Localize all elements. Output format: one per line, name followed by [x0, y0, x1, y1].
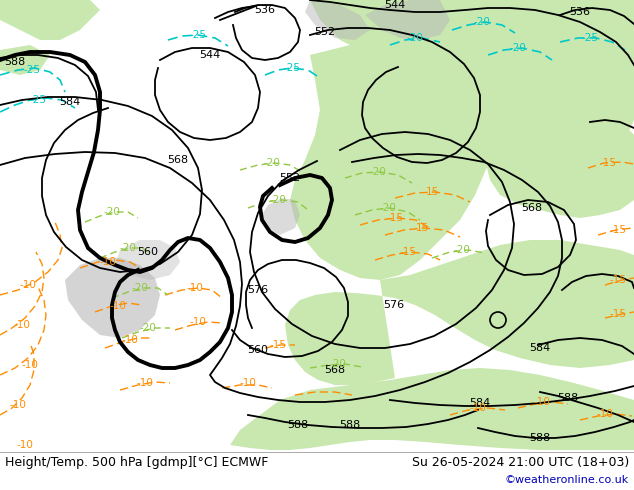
Text: -20: -20: [139, 323, 157, 333]
Text: -10: -10: [136, 378, 153, 388]
Text: -10: -10: [16, 440, 34, 450]
Polygon shape: [290, 45, 490, 280]
Text: 560: 560: [138, 247, 158, 257]
Text: -10: -10: [10, 400, 27, 410]
Polygon shape: [430, 0, 520, 50]
Text: -10: -10: [100, 257, 117, 267]
Text: -25: -25: [581, 33, 598, 43]
Text: 588: 588: [529, 433, 550, 443]
Text: -15: -15: [387, 213, 403, 223]
Text: 544: 544: [199, 50, 221, 60]
Text: -20: -20: [103, 207, 120, 217]
Text: -15: -15: [609, 309, 626, 319]
Text: -20: -20: [269, 195, 287, 205]
Text: -20: -20: [264, 158, 280, 168]
Text: 568: 568: [521, 203, 543, 213]
Text: -10: -10: [13, 320, 30, 330]
Text: 588: 588: [557, 393, 579, 403]
Text: 536: 536: [254, 5, 276, 15]
Text: -25: -25: [283, 63, 301, 73]
Polygon shape: [65, 258, 160, 338]
Text: 576: 576: [247, 285, 269, 295]
Text: -20: -20: [406, 33, 424, 43]
Text: -10: -10: [240, 378, 256, 388]
Text: -20: -20: [120, 243, 136, 253]
Text: Height/Temp. 500 hPa [gdmp][°C] ECMWF: Height/Temp. 500 hPa [gdmp][°C] ECMWF: [5, 456, 268, 468]
Text: 568: 568: [325, 365, 346, 375]
Text: -10: -10: [190, 317, 207, 327]
Text: -10: -10: [20, 280, 36, 290]
Text: -20: -20: [510, 43, 526, 53]
Text: -10: -10: [22, 360, 39, 370]
Text: -15: -15: [609, 225, 626, 235]
Text: -20: -20: [330, 359, 346, 369]
Text: 588: 588: [4, 57, 25, 67]
Text: -15: -15: [399, 247, 417, 257]
Text: 15: 15: [425, 187, 439, 197]
Text: -10: -10: [122, 335, 138, 345]
Text: 588: 588: [287, 420, 309, 430]
Text: -20: -20: [380, 203, 396, 213]
Polygon shape: [310, 0, 634, 160]
Polygon shape: [260, 198, 300, 235]
Text: -20: -20: [474, 17, 491, 27]
Text: 552: 552: [280, 173, 301, 183]
Text: 584: 584: [60, 97, 81, 107]
Text: 588: 588: [339, 420, 361, 430]
Polygon shape: [0, 0, 100, 40]
Polygon shape: [285, 240, 634, 385]
Text: -10: -10: [186, 283, 204, 293]
Text: 536: 536: [569, 7, 590, 17]
Text: 15: 15: [415, 223, 429, 233]
Text: 552: 552: [314, 27, 335, 37]
Text: 576: 576: [384, 300, 404, 310]
Text: 560: 560: [247, 345, 269, 355]
Polygon shape: [230, 368, 634, 450]
Polygon shape: [485, 105, 634, 218]
Text: -10: -10: [470, 403, 486, 413]
Text: -15: -15: [609, 275, 626, 285]
Text: -20: -20: [370, 167, 387, 177]
Text: 584: 584: [529, 343, 550, 353]
Text: -15: -15: [600, 158, 616, 168]
Text: -10: -10: [534, 397, 550, 407]
Text: Su 26-05-2024 21:00 UTC (18+03): Su 26-05-2024 21:00 UTC (18+03): [411, 456, 629, 468]
Text: 544: 544: [384, 0, 406, 10]
Polygon shape: [365, 0, 450, 40]
Text: -20: -20: [132, 283, 148, 293]
Text: -25: -25: [23, 65, 41, 75]
Polygon shape: [0, 45, 50, 75]
Text: ©weatheronline.co.uk: ©weatheronline.co.uk: [505, 475, 629, 485]
Text: -25: -25: [30, 95, 46, 105]
Polygon shape: [115, 240, 180, 280]
Text: -10: -10: [110, 301, 126, 311]
Text: 568: 568: [167, 155, 188, 165]
Text: -25: -25: [190, 30, 207, 40]
Text: -20: -20: [453, 245, 470, 255]
Text: -15: -15: [269, 340, 287, 350]
Polygon shape: [305, 0, 370, 40]
Text: -10: -10: [597, 409, 614, 419]
Text: 584: 584: [469, 398, 491, 408]
